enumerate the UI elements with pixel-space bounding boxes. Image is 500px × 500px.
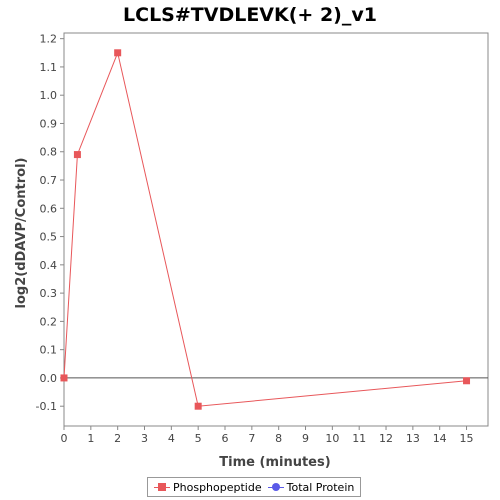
y-tick-label: 0.6 [40,202,58,215]
x-tick-label: 8 [275,432,282,445]
x-tick-label: 6 [222,432,229,445]
plot-frame [63,32,489,427]
legend-label-total-protein: Total Protein [286,480,355,494]
data-point [73,151,81,159]
y-tick-label: 0.5 [40,231,58,244]
x-tick-label: 3 [141,432,148,445]
x-tick-label: 1 [87,432,94,445]
x-tick-label: 5 [195,432,202,445]
data-point [60,374,68,382]
x-tick-label: 0 [61,432,68,445]
x-tick-label: 4 [168,432,175,445]
y-tick-label: 0.7 [40,174,58,187]
data-point [463,377,471,385]
y-tick-label: 0.2 [40,315,58,328]
y-tick-label: 0.0 [40,372,58,385]
x-tick-label: 9 [302,432,309,445]
legend-circle-marker-icon [267,482,284,492]
x-tick-label: 7 [248,432,255,445]
x-tick-label: 15 [460,432,474,445]
chart-title: LCLS#TVDLEVK(+ 2)_v1 [123,4,377,26]
x-tick-label: 11 [352,432,366,445]
data-point [114,49,122,57]
x-tick-label: 2 [114,432,121,445]
plot-area: 0 1 2 3 4 5 6 7 8 9 10 11 12 13 14 15-0.10.00.10.20.30.… [36,32,489,445]
legend: Phosphopeptide Total Protein [147,477,362,497]
legend-item-phosphopeptide: Phosphopeptide [154,481,262,494]
y-tick-label: 0.4 [40,259,58,272]
x-tick-label: 13 [406,432,420,445]
x-tick-label: 10 [325,432,339,445]
legend-square-marker-icon [154,482,170,492]
x-tick-label: 12 [379,432,393,445]
data-point [194,402,202,410]
x-tick-label: 14 [433,432,447,445]
x-axis-label: Time (minutes) [219,455,330,470]
y-tick-label: 1.1 [40,61,58,74]
y-axis-label: log2(dDAVP/Control) [14,158,29,309]
y-tick-label: 0.3 [40,287,58,300]
y-tick-label: 0.9 [40,117,58,130]
y-tick-label: 1.2 [40,33,58,46]
y-tick-label: 0.1 [40,344,58,357]
y-tick-label: 1.0 [40,89,58,102]
legend-label-phosphopeptide: Phosphopeptide [173,480,262,494]
legend-item-total-protein: Total Protein [267,480,355,494]
y-tick-label: 0.8 [40,146,58,159]
y-tick-label: -0.1 [36,400,57,413]
